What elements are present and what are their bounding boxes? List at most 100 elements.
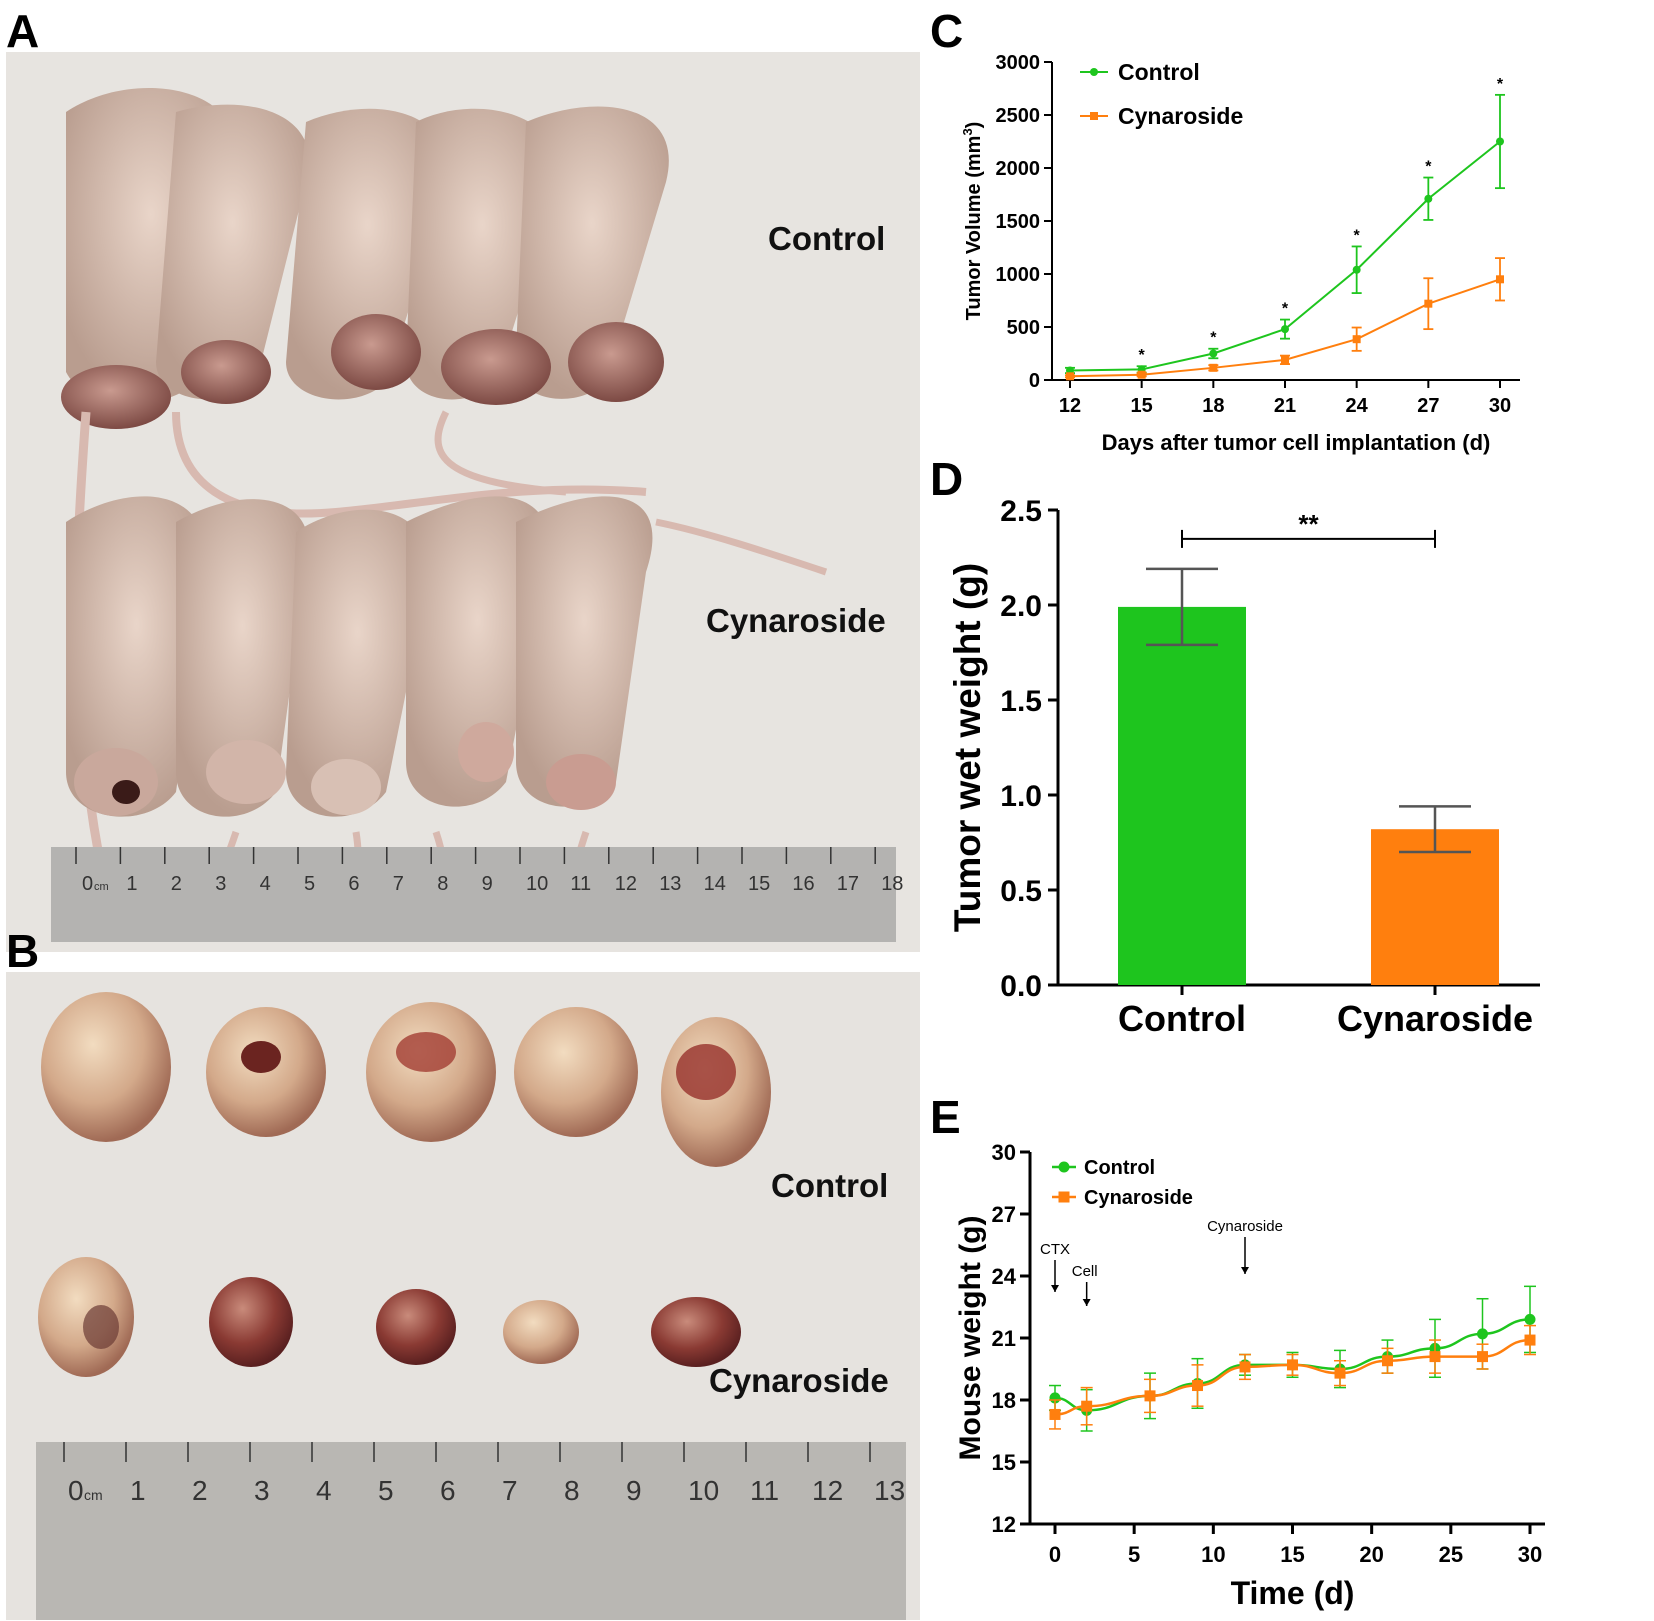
x-tick-label: 18 <box>1202 395 1224 417</box>
ruler-label: 10 <box>688 1475 719 1506</box>
y-tick-label: 0.0 <box>1000 970 1042 1003</box>
ruler-label: 12 <box>812 1475 843 1506</box>
panel-a-letter: A <box>6 5 40 57</box>
y-tick-label: 18 <box>992 1388 1016 1413</box>
ruler-label: 10 <box>526 873 548 895</box>
ruler-label: 1 <box>126 873 137 895</box>
ruler-label: 11 <box>750 1475 779 1506</box>
control-mice <box>61 88 669 893</box>
tumors-illustration: 0123456789101112131cm <box>36 992 906 1620</box>
x-tick-label: 0 <box>1049 1542 1061 1567</box>
ruler-label: 4 <box>260 873 271 895</box>
x-tick-label: 12 <box>1059 395 1081 417</box>
data-point <box>1352 335 1361 344</box>
event-arrowhead <box>1241 1267 1249 1274</box>
data-point <box>1429 1351 1441 1363</box>
y-axis-label-end: ) <box>963 122 985 129</box>
x-tick-label: 20 <box>1359 1542 1383 1567</box>
y-axis-label: Tumor wet weight (g) <box>947 563 988 932</box>
bar-cynaroside <box>1371 829 1499 985</box>
y-tick-label: 21 <box>992 1326 1016 1351</box>
series-control: Control <box>1065 59 1505 375</box>
data-point <box>1081 1400 1093 1412</box>
y-tick-label: 30 <box>992 1140 1016 1165</box>
significance-star: * <box>1210 330 1217 347</box>
event-arrowhead <box>1082 1299 1091 1306</box>
ruler-label: 12 <box>615 873 637 895</box>
category-label: Control <box>1118 998 1246 1039</box>
ruler-label: 8 <box>564 1475 580 1506</box>
ruler-label: 0 <box>82 873 93 895</box>
ruler-label: 5 <box>304 873 315 895</box>
x-axis-label: Time (d) <box>1231 1575 1355 1611</box>
significance-label: ** <box>1298 509 1319 539</box>
control-label: Control <box>768 220 886 257</box>
data-point <box>1524 1313 1536 1325</box>
cynaroside-label: Cynaroside <box>709 1362 889 1399</box>
ruler <box>51 847 896 942</box>
y-tick-label: 1000 <box>996 264 1041 286</box>
data-point <box>1239 1361 1251 1373</box>
ruler-label: 13 <box>659 873 681 895</box>
ruler-label: 1 <box>130 1475 146 1506</box>
data-point <box>1049 1408 1061 1420</box>
panel-b-letter: B <box>6 925 40 977</box>
ruler-label: 8 <box>437 873 448 895</box>
data-point <box>1352 265 1361 274</box>
series-cynaroside: Cynaroside <box>1049 1187 1536 1430</box>
data-point <box>1066 372 1074 381</box>
legend-marker <box>1090 68 1098 76</box>
data-point <box>1209 349 1218 358</box>
data-point <box>1524 1334 1536 1346</box>
legend-label: Control <box>1084 1157 1155 1179</box>
y-tick-label: 24 <box>992 1264 1017 1289</box>
x-tick-label: 25 <box>1439 1542 1463 1567</box>
ruler-unit: cm <box>84 1487 103 1503</box>
series-cynaroside: Cynaroside <box>1065 103 1505 381</box>
y-axis-label-sup: 3 <box>960 128 975 135</box>
legend-label: Cynaroside <box>1118 103 1243 129</box>
ruler-label: 14 <box>704 873 726 895</box>
data-point <box>1137 370 1146 379</box>
significance-star: * <box>1497 76 1504 93</box>
x-tick-label: 5 <box>1128 1542 1140 1567</box>
ruler-label: 15 <box>748 873 770 895</box>
significance-star: * <box>1425 159 1432 176</box>
ruler-label: 2 <box>192 1475 208 1506</box>
cynaroside-tumors <box>38 1257 741 1377</box>
event-label: Cynaroside <box>1207 1218 1283 1235</box>
data-point <box>1477 1351 1488 1363</box>
panel-e-letter: E <box>930 1091 961 1143</box>
x-tick-label: 30 <box>1489 395 1511 417</box>
y-axis-label: Tumor Volume (mm3) <box>960 122 985 321</box>
ruler-label: 11 <box>570 873 591 895</box>
panel-b-photo: 0123456789101112131cm Control Cynaroside <box>6 972 920 1620</box>
mouse-weight-chart: 12 15 18 21 24 27 30 0 5 10 15 20 25 30 Time (d) Mouse … <box>954 1140 1545 1611</box>
ruler-ticks: 0123456789101112131cm <box>63 1442 905 1506</box>
y-tick-label: 2.0 <box>1000 590 1042 623</box>
ruler-label: 7 <box>502 1475 518 1506</box>
ruler-label: 2 <box>171 873 182 895</box>
y-tick-label: 2500 <box>996 105 1041 127</box>
legend-marker <box>1090 112 1098 120</box>
ruler <box>36 1442 906 1620</box>
cynaroside-mice <box>66 496 828 903</box>
data-point <box>1477 1328 1488 1340</box>
event-arrowhead <box>1051 1285 1059 1292</box>
ruler-label: 16 <box>792 873 814 895</box>
y-tick-label: 15 <box>992 1450 1016 1475</box>
x-tick-label: 10 <box>1201 1542 1225 1567</box>
ruler-label: 6 <box>440 1475 456 1506</box>
panel-c-letter: C <box>930 5 964 57</box>
tumor-weight-chart: 0.0 0.5 1.0 1.5 2.0 2.5 Tumor wet weight (g) Co… <box>947 495 1540 1039</box>
data-point <box>1334 1367 1346 1379</box>
significance-star: * <box>1139 347 1146 364</box>
ruler-label: 5 <box>378 1475 394 1506</box>
y-tick-label: 2.5 <box>1000 495 1042 528</box>
ruler-label: 3 <box>215 873 226 895</box>
data-point <box>1281 325 1289 334</box>
data-point <box>1287 1359 1298 1371</box>
x-tick-label: 27 <box>1417 395 1439 417</box>
